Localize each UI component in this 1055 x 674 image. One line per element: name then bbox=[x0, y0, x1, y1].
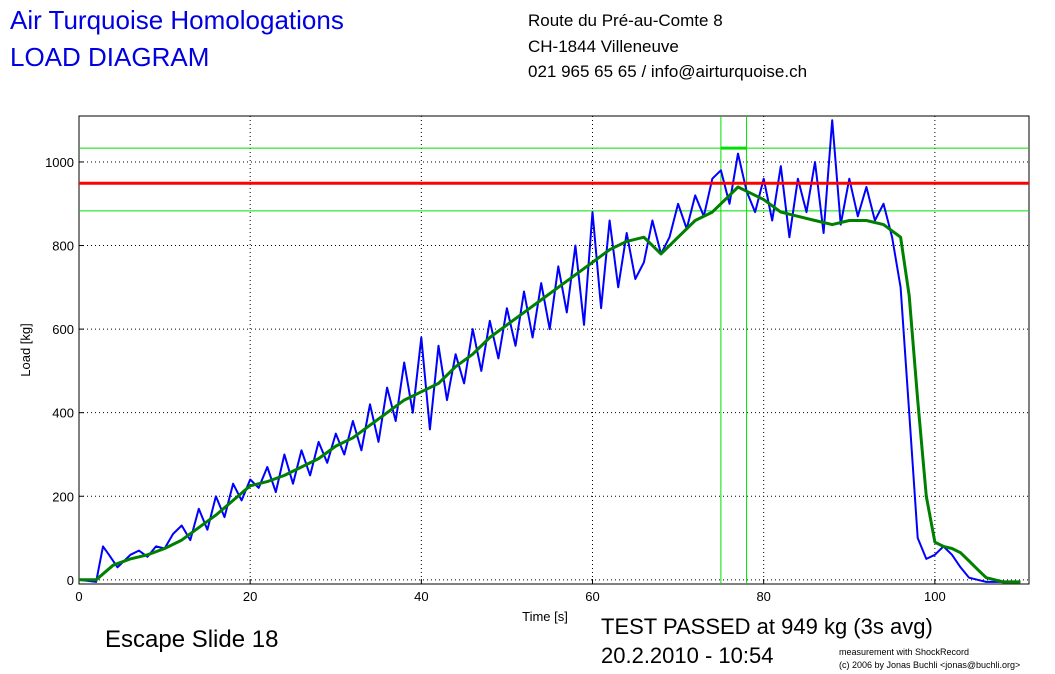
y-tick-label: 600 bbox=[52, 322, 74, 337]
credit-line-2: (c) 2006 by Jonas Buchli <jonas@buchli.o… bbox=[839, 660, 1021, 670]
grid-lines bbox=[79, 116, 1029, 584]
y-tick-label: 0 bbox=[67, 573, 74, 588]
x-tick-label: 60 bbox=[585, 589, 599, 604]
y-tick-label: 400 bbox=[52, 406, 74, 421]
address-line-1: Route du Pré-au-Comte 8 bbox=[528, 11, 723, 30]
raw-load-line bbox=[78, 119, 1021, 583]
address-line-2: CH-1844 Villeneuve bbox=[528, 37, 679, 56]
average-load-line bbox=[79, 185, 1021, 584]
contact-line: 021 965 65 65 / info@airturquoise.ch bbox=[528, 62, 808, 81]
x-tick-label: 80 bbox=[756, 589, 770, 604]
series-lines bbox=[78, 119, 1029, 584]
x-tick-label: 0 bbox=[75, 589, 82, 604]
document-title: LOAD DIAGRAM bbox=[10, 42, 210, 72]
test-result: TEST PASSED at 949 kg (3s avg) bbox=[601, 614, 933, 639]
test-name: Escape Slide 18 bbox=[105, 626, 279, 653]
y-tick-label: 800 bbox=[52, 239, 74, 254]
x-tick-label: 100 bbox=[924, 589, 946, 604]
x-tick-label: 20 bbox=[243, 589, 257, 604]
x-axis-label: Time [s] bbox=[522, 609, 568, 624]
company-title: Air Turquoise Homologations bbox=[10, 5, 344, 35]
x-tick-label: 40 bbox=[414, 589, 428, 604]
test-datetime: 20.2.2010 - 10:54 bbox=[601, 643, 774, 668]
credit-line-1: measurement with ShockRecord bbox=[839, 647, 970, 657]
y-axis-label: Load [kg] bbox=[18, 323, 33, 377]
plot-frame bbox=[78, 115, 1030, 585]
window-markers bbox=[79, 116, 1029, 584]
y-tick-label: 200 bbox=[52, 489, 74, 504]
y-tick-label: 1000 bbox=[45, 155, 74, 170]
